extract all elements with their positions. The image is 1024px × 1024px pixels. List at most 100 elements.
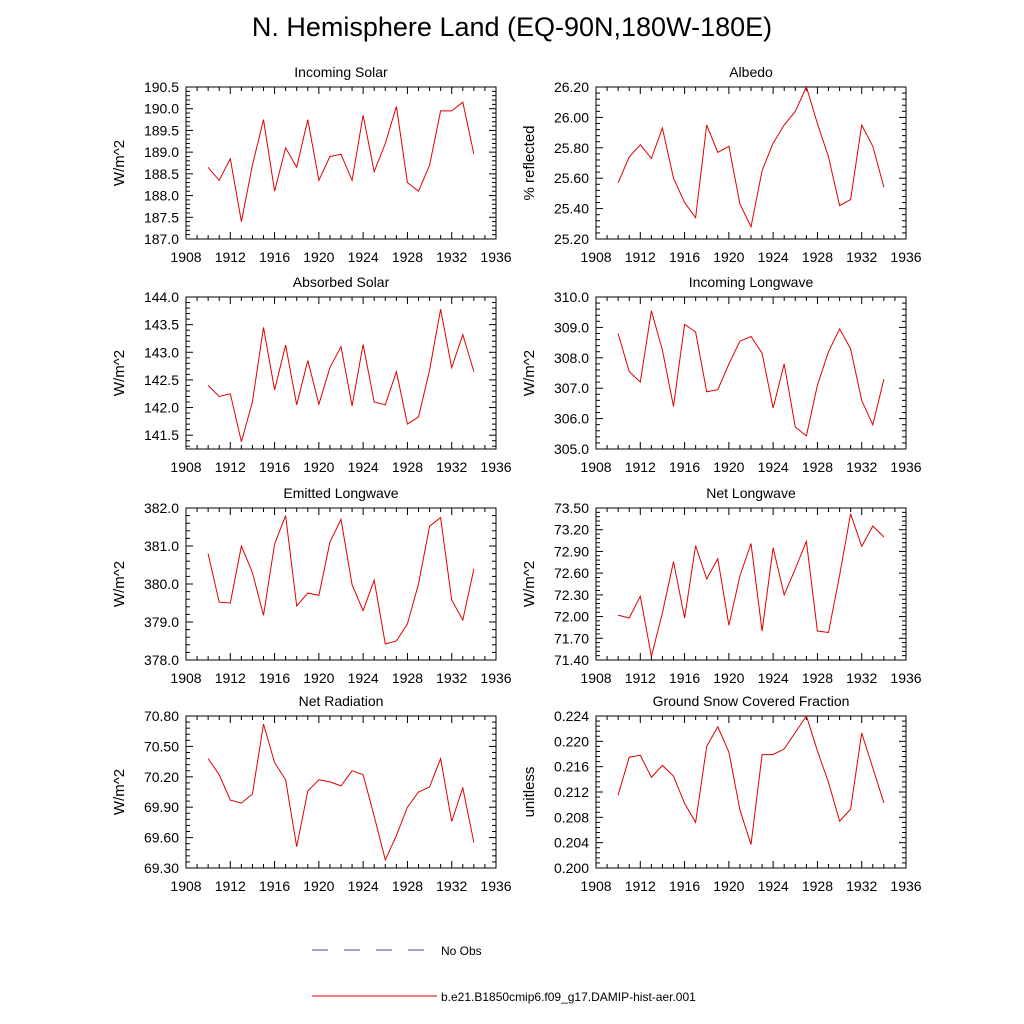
x-tick-label: 1928 [802, 670, 833, 686]
x-tick-label: 1912 [215, 878, 246, 894]
x-tick-label: 1912 [215, 249, 246, 265]
x-tick-label: 1912 [625, 249, 656, 265]
y-tick-label: 25.40 [554, 201, 589, 217]
x-tick-label: 1932 [436, 878, 467, 894]
y-tick-label: 71.40 [554, 652, 589, 668]
series-line [617, 310, 885, 437]
chart-panel-6: 1908 1912 1916 1920 1924 1928 1932 1936 71.40 71.… [521, 485, 922, 686]
y-tick-label: 380.0 [144, 576, 179, 592]
y-tick-label: 0.200 [554, 860, 589, 876]
y-tick-label: 70.20 [144, 769, 179, 785]
x-tick-label: 1928 [392, 670, 423, 686]
y-tick-label: 70.80 [144, 708, 179, 724]
y-tick-label: 306.0 [554, 411, 589, 427]
chart-title: Absorbed Solar [293, 274, 390, 290]
chart-title: Ground Snow Covered Fraction [653, 693, 850, 709]
chart-title: Albedo [729, 64, 773, 80]
x-tick-label: 1916 [259, 878, 290, 894]
plot-frame [595, 715, 907, 869]
y-tick-label: 142.5 [144, 372, 179, 388]
x-tick-label: 1936 [480, 459, 511, 475]
x-tick-label: 1908 [580, 670, 611, 686]
figure-title: N. Hemisphere Land (EQ-90N,180W-180E) [251, 12, 773, 42]
y-tick-label: 0.208 [554, 809, 589, 825]
y-tick-label: 144.0 [144, 289, 179, 305]
y-tick-label: 71.70 [554, 630, 589, 646]
series-line [207, 101, 475, 222]
y-tick-label: 190.5 [144, 79, 179, 95]
x-tick-label: 1936 [890, 459, 921, 475]
legend: No Obs b.e21.B1850cmip6.f09_g17.DAMIP-his… [312, 944, 696, 1004]
y-tick-label: 26.00 [554, 109, 589, 125]
y-tick-label: 308.0 [554, 350, 589, 366]
x-tick-label: 1924 [758, 670, 789, 686]
plot-frame [185, 296, 497, 450]
x-tick-label: 1932 [846, 459, 877, 475]
x-tick-label: 1916 [259, 249, 290, 265]
x-tick-label: 1924 [758, 249, 789, 265]
x-tick-label: 1908 [170, 459, 201, 475]
chart-title: Net Longwave [706, 485, 796, 501]
y-tick-label: 69.90 [144, 799, 179, 815]
plot-frame [185, 715, 497, 869]
y-tick-label: 0.212 [554, 784, 589, 800]
y-tick-label: 69.60 [144, 830, 179, 846]
y-axis-label: unitless [521, 767, 538, 818]
x-tick-label: 1936 [890, 878, 921, 894]
y-tick-label: 25.60 [554, 170, 589, 186]
x-tick-label: 1908 [170, 878, 201, 894]
x-tick-label: 1936 [890, 670, 921, 686]
x-tick-label: 1916 [259, 459, 290, 475]
y-tick-label: 143.5 [144, 317, 179, 333]
x-tick-label: 1916 [259, 670, 290, 686]
x-tick-label: 1932 [436, 670, 467, 686]
y-axis-label: W/m^2 [111, 561, 128, 607]
y-tick-label: 72.60 [554, 565, 589, 581]
chart-title: Net Radiation [299, 693, 384, 709]
x-tick-label: 1916 [669, 459, 700, 475]
x-tick-label: 1936 [890, 249, 921, 265]
series-line [617, 513, 885, 657]
chart-panel-2: 1908 1912 1916 1920 1924 1928 1932 1936 25.20 25.… [521, 64, 922, 265]
y-tick-label: 72.00 [554, 609, 589, 625]
y-axis-label: % reflected [521, 125, 538, 200]
series-line [207, 723, 475, 862]
y-tick-label: 189.5 [144, 122, 179, 138]
y-tick-label: 69.30 [144, 860, 179, 876]
x-tick-label: 1912 [215, 459, 246, 475]
chart-title: Emitted Longwave [283, 485, 398, 501]
chart-panel-5: 1908 1912 1916 1920 1924 1928 1932 1936 378.0 379… [111, 485, 512, 686]
chart-panel-7: 1908 1912 1916 1920 1924 1928 1932 1936 69.30 69.… [111, 693, 512, 894]
plot-frame [595, 507, 907, 661]
y-tick-label: 310.0 [554, 289, 589, 305]
x-tick-label: 1916 [669, 249, 700, 265]
y-tick-label: 25.80 [554, 140, 589, 156]
x-tick-label: 1912 [625, 878, 656, 894]
y-tick-label: 73.50 [554, 500, 589, 516]
x-tick-label: 1924 [758, 878, 789, 894]
series-line [617, 714, 885, 845]
x-tick-label: 1908 [170, 670, 201, 686]
x-tick-label: 1920 [713, 670, 744, 686]
x-tick-label: 1932 [846, 670, 877, 686]
y-tick-label: 381.0 [144, 538, 179, 554]
legend-model-label: b.e21.B1850cmip6.f09_g17.DAMIP-hist-aer.… [441, 990, 696, 1004]
x-tick-label: 1908 [580, 459, 611, 475]
x-tick-label: 1920 [713, 249, 744, 265]
x-tick-label: 1920 [303, 878, 334, 894]
y-axis-label: W/m^2 [111, 350, 128, 396]
x-tick-label: 1920 [713, 459, 744, 475]
y-tick-label: 26.20 [554, 79, 589, 95]
x-tick-label: 1920 [303, 249, 334, 265]
y-tick-label: 190.0 [144, 101, 179, 117]
y-tick-label: 72.90 [554, 543, 589, 559]
x-tick-label: 1932 [846, 249, 877, 265]
y-tick-label: 72.30 [554, 587, 589, 603]
x-tick-label: 1912 [625, 670, 656, 686]
y-axis-label: W/m^2 [111, 769, 128, 815]
y-tick-label: 379.0 [144, 614, 179, 630]
y-axis-label: W/m^2 [521, 350, 538, 396]
y-tick-label: 187.5 [144, 209, 179, 225]
